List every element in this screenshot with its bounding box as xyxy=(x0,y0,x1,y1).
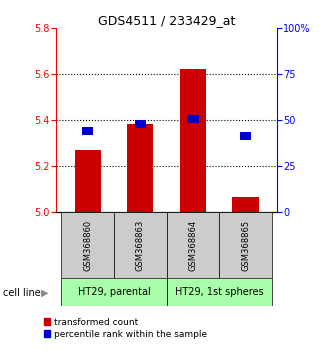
Bar xyxy=(232,198,259,212)
Text: HT29, parental: HT29, parental xyxy=(78,287,150,297)
Legend: transformed count, percentile rank within the sample: transformed count, percentile rank withi… xyxy=(44,318,207,338)
FancyBboxPatch shape xyxy=(167,278,272,306)
FancyBboxPatch shape xyxy=(167,212,219,278)
Bar xyxy=(75,150,101,212)
FancyBboxPatch shape xyxy=(219,212,272,278)
Text: cell line: cell line xyxy=(3,288,41,298)
Bar xyxy=(82,127,93,135)
FancyBboxPatch shape xyxy=(114,212,167,278)
Text: GSM368860: GSM368860 xyxy=(83,219,92,271)
Text: GSM368864: GSM368864 xyxy=(188,219,197,271)
Text: GSM368865: GSM368865 xyxy=(241,219,250,271)
Bar xyxy=(127,124,153,212)
FancyBboxPatch shape xyxy=(61,278,167,306)
Bar xyxy=(187,115,199,123)
Title: GDS4511 / 233429_at: GDS4511 / 233429_at xyxy=(98,14,235,27)
Bar xyxy=(135,120,146,128)
Text: HT29, 1st spheres: HT29, 1st spheres xyxy=(175,287,264,297)
Bar xyxy=(180,69,206,212)
Bar xyxy=(240,132,251,141)
Text: GSM368863: GSM368863 xyxy=(136,219,145,271)
Text: ▶: ▶ xyxy=(41,288,49,298)
FancyBboxPatch shape xyxy=(61,212,114,278)
